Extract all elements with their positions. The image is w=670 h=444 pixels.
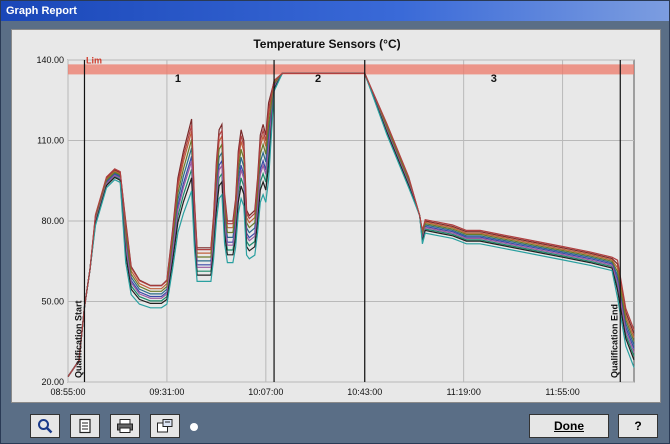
x-tick-label: 10:07:00 bbox=[248, 387, 283, 397]
report-button[interactable] bbox=[70, 414, 100, 438]
qualification-marker-label: Qualification Start bbox=[73, 300, 83, 378]
printer-icon bbox=[117, 419, 133, 433]
bottom-toolbar: Done ? bbox=[1, 411, 669, 443]
limit-label: Lim bbox=[86, 55, 102, 65]
y-tick-label: 80.00 bbox=[41, 216, 64, 226]
series-line-10 bbox=[67, 72, 635, 377]
markers: Qualification Start Qualification End 1 2 3 bbox=[73, 60, 621, 382]
magnifier-icon bbox=[38, 419, 53, 434]
y-tick-label: 50.00 bbox=[41, 297, 64, 307]
chart-frame: Temperature Sensors (°C) Lim Qualificati… bbox=[11, 29, 661, 403]
series-line-2 bbox=[67, 72, 635, 377]
series-line-4 bbox=[67, 72, 635, 377]
x-tick-label: 11:19:00 bbox=[446, 387, 480, 397]
qualification-marker-label: Qualification End bbox=[609, 304, 619, 378]
chart-title: Temperature Sensors (°C) bbox=[253, 37, 400, 51]
series-lines bbox=[67, 72, 635, 377]
window-title: Graph Report bbox=[1, 1, 669, 21]
limit-band: Lim bbox=[68, 55, 634, 75]
help-button[interactable]: ? bbox=[618, 414, 658, 438]
series-line-8 bbox=[67, 72, 635, 377]
series-line-9 bbox=[67, 72, 635, 377]
x-tick-label: 10:43:00 bbox=[347, 387, 382, 397]
limit-band-rect bbox=[68, 64, 634, 75]
export-button[interactable] bbox=[150, 414, 180, 438]
x-axis-ticks: 08:55:00 09:31:00 10:07:00 10:43:00 11:19:00… bbox=[50, 387, 579, 397]
phase-label: 1 bbox=[175, 73, 181, 85]
export-icon bbox=[157, 419, 173, 433]
y-axis-ticks: 140.00 110.00 80.00 50.00 20.00 bbox=[36, 55, 64, 387]
temperature-chart: Temperature Sensors (°C) Lim Qualificati… bbox=[36, 37, 635, 397]
phase-label: 2 bbox=[315, 73, 321, 85]
status-dot bbox=[190, 423, 198, 431]
series-line-5 bbox=[67, 72, 635, 377]
x-tick-label: 11:55:00 bbox=[545, 387, 579, 397]
y-tick-label: 140.00 bbox=[36, 55, 64, 65]
y-tick-label: 110.00 bbox=[37, 136, 64, 146]
x-tick-label: 09:31:00 bbox=[149, 387, 184, 397]
x-tick-label: 08:55:00 bbox=[50, 387, 85, 397]
zoom-button[interactable] bbox=[30, 414, 60, 438]
y-tick-label: 20.00 bbox=[41, 377, 64, 387]
series-line-6 bbox=[67, 72, 635, 377]
print-button[interactable] bbox=[110, 414, 140, 438]
series-line-7 bbox=[67, 72, 635, 377]
series-line-3 bbox=[67, 72, 635, 377]
done-button[interactable]: Done bbox=[529, 414, 609, 438]
document-icon bbox=[79, 418, 91, 434]
phase-label: 3 bbox=[491, 73, 497, 85]
